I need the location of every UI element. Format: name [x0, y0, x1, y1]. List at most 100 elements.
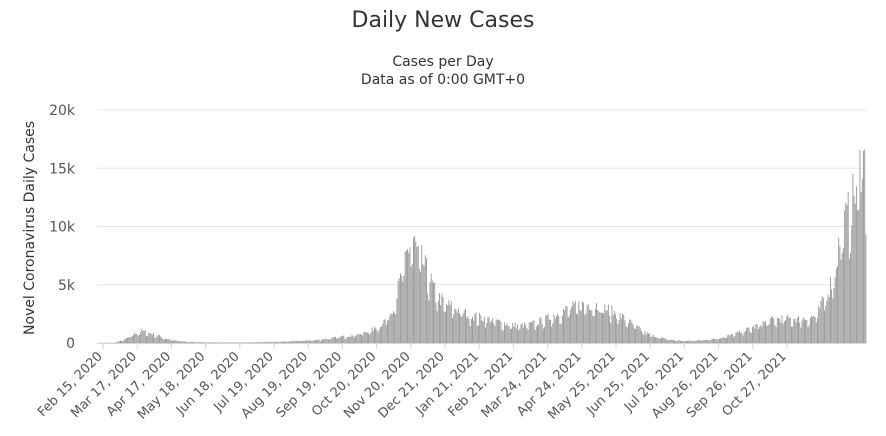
bar — [834, 276, 836, 343]
bar — [773, 318, 775, 343]
bar — [338, 338, 340, 343]
bar — [565, 305, 567, 343]
bar — [841, 252, 843, 343]
bar — [558, 315, 560, 343]
bar — [696, 340, 698, 343]
bar — [384, 319, 386, 343]
bar — [803, 319, 805, 343]
bar — [586, 305, 588, 343]
bar — [368, 333, 370, 343]
bar — [490, 320, 492, 343]
y-tick-label: 5k — [58, 278, 76, 294]
bar — [824, 310, 826, 343]
bar — [789, 317, 791, 343]
bar — [748, 327, 750, 343]
bar — [799, 322, 801, 343]
bar — [809, 317, 811, 343]
bar — [619, 312, 621, 343]
bar — [127, 337, 129, 343]
bar — [611, 305, 613, 343]
bar — [653, 337, 655, 343]
bar — [136, 334, 138, 343]
bar — [164, 338, 166, 343]
bar — [304, 340, 306, 343]
bar — [531, 322, 533, 343]
bar — [805, 319, 807, 343]
bar — [141, 328, 143, 343]
bar — [362, 335, 364, 343]
bar — [592, 315, 594, 343]
bar — [542, 328, 544, 343]
bar — [464, 308, 466, 343]
bar — [160, 336, 162, 343]
bar — [612, 315, 614, 343]
bar — [728, 334, 730, 343]
bar — [637, 326, 639, 343]
bar — [337, 338, 339, 343]
bar — [477, 325, 479, 343]
bar — [753, 325, 755, 343]
bar — [385, 324, 387, 343]
bar — [133, 334, 134, 343]
bar — [208, 342, 210, 343]
bar — [147, 335, 149, 343]
bar — [629, 319, 631, 343]
bar — [747, 327, 749, 343]
bar — [844, 210, 846, 343]
bar — [479, 312, 481, 343]
bar — [649, 333, 651, 343]
bar — [576, 313, 577, 343]
bar — [570, 309, 572, 343]
bar — [501, 330, 503, 343]
bar — [231, 342, 233, 343]
bar — [161, 337, 163, 343]
bar — [176, 340, 178, 343]
bar — [567, 317, 569, 343]
bar — [684, 341, 686, 343]
bar — [583, 302, 585, 343]
bar — [398, 278, 400, 343]
bar — [568, 315, 570, 343]
bar — [820, 301, 822, 343]
bar — [122, 341, 124, 343]
bar — [665, 339, 667, 343]
bar — [519, 328, 521, 343]
bar — [718, 338, 720, 343]
bar — [298, 341, 300, 343]
chart-subtitle-line-2: Data as of 0:00 GMT+0 — [360, 72, 526, 88]
bar — [616, 318, 618, 343]
bar — [410, 266, 412, 343]
bar — [213, 342, 215, 343]
bar — [181, 341, 183, 343]
bar — [316, 339, 318, 343]
bar — [467, 316, 469, 343]
bar — [286, 341, 288, 343]
bar — [829, 277, 831, 343]
bar — [632, 324, 634, 343]
bar — [729, 335, 731, 343]
bar — [852, 173, 854, 343]
bar — [808, 324, 810, 343]
bar — [185, 341, 186, 343]
bar — [281, 341, 283, 343]
bar — [806, 319, 808, 343]
bar — [723, 337, 725, 343]
bar — [430, 273, 432, 343]
bar — [842, 248, 844, 343]
bar — [443, 311, 445, 343]
bar — [212, 342, 214, 343]
bar — [779, 319, 781, 343]
bar — [166, 338, 168, 343]
bar — [155, 337, 157, 343]
bar — [498, 320, 499, 343]
bar — [265, 342, 267, 343]
bar — [462, 313, 464, 343]
bar — [630, 320, 632, 343]
bar — [624, 320, 626, 343]
bar — [485, 327, 486, 343]
bar — [138, 334, 140, 343]
bar — [702, 340, 704, 343]
bar — [128, 337, 130, 343]
bar — [682, 340, 684, 343]
bar — [257, 342, 258, 343]
